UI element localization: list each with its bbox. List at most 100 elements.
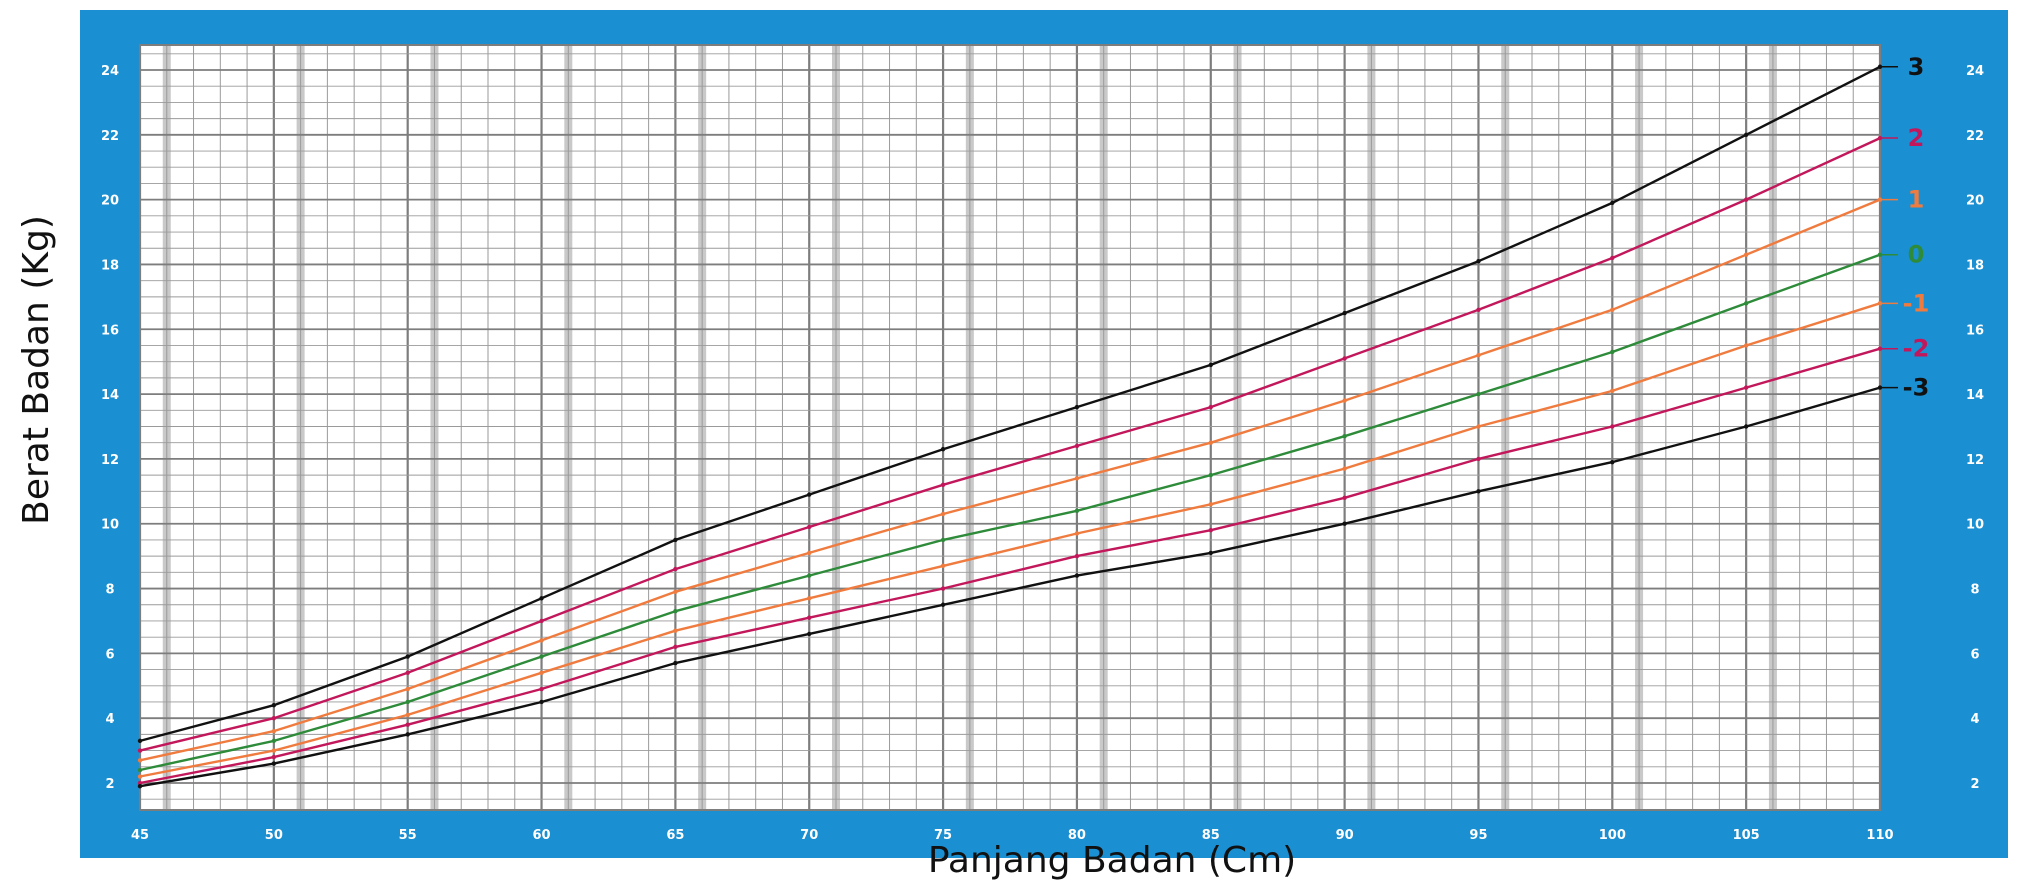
x-tick-label: 65: [666, 828, 684, 843]
series-label: 3: [1908, 53, 1925, 81]
data-point: [405, 722, 410, 727]
data-point: [807, 492, 812, 497]
data-point: [1610, 255, 1615, 261]
data-point: [1476, 259, 1481, 264]
series-label: 0: [1908, 241, 1925, 269]
y-tick-label-right: 4: [1970, 712, 1979, 727]
data-point: [1610, 349, 1615, 355]
data-point: [673, 660, 678, 666]
series-line-5: [139, 347, 1881, 785]
y-tick-label-right: 8: [1970, 583, 1979, 598]
data-point: [940, 537, 946, 543]
x-tick-label: 105: [1733, 828, 1760, 843]
data-point: [673, 589, 678, 594]
series-line-6: [139, 386, 1881, 788]
data-point: [1743, 343, 1749, 348]
series-line-1: [139, 137, 1881, 752]
data-point: [1743, 301, 1749, 306]
data-point: [539, 654, 544, 659]
data-point: [271, 728, 277, 734]
data-point: [405, 699, 410, 705]
x-axis-label: Panjang Badan (Cm): [928, 840, 1296, 880]
data-point: [539, 596, 544, 601]
data-point: [673, 537, 678, 543]
x-tick-label: 45: [131, 828, 149, 843]
x-tick-label: 80: [1068, 828, 1086, 843]
series-label: -2: [1903, 335, 1930, 363]
data-point: [405, 732, 410, 737]
data-point: [673, 644, 678, 650]
data-point: [1743, 385, 1749, 390]
data-point: [137, 784, 143, 789]
data-point: [539, 670, 544, 676]
x-tick-label: 95: [1469, 828, 1487, 843]
series-line-3: [139, 253, 1881, 772]
y-tick-label-left: 12: [101, 453, 119, 468]
data-point: [1342, 495, 1347, 500]
y-tick-label-left: 14: [101, 388, 119, 403]
y-tick-label-left: 4: [105, 712, 114, 727]
data-point: [539, 638, 544, 643]
y-tick-label-right: 14: [1966, 388, 1984, 403]
data-point: [137, 767, 143, 773]
chart-series: [137, 64, 1883, 789]
series-label: 2: [1908, 124, 1925, 152]
data-point: [137, 774, 143, 779]
chart-legend: 3 2 1 0 -1 -2 -3: [1880, 53, 1929, 402]
data-point: [1074, 508, 1080, 513]
data-point: [807, 631, 812, 637]
y-tick-label-right: 16: [1966, 323, 1984, 338]
data-point: [1476, 456, 1481, 462]
data-point: [1074, 553, 1080, 559]
data-point: [271, 715, 277, 721]
data-point: [940, 482, 946, 488]
y-tick-label-right: 24: [1966, 64, 1984, 79]
series-label: 1: [1908, 186, 1925, 214]
data-point: [807, 596, 812, 601]
data-point: [271, 738, 277, 744]
data-point: [1610, 200, 1615, 206]
x-tick-label: 55: [399, 828, 417, 843]
y-tick-label-left: 10: [101, 518, 119, 533]
data-point: [1074, 404, 1080, 410]
data-point: [271, 703, 277, 708]
data-point: [940, 446, 946, 452]
data-point: [1342, 521, 1347, 526]
data-point: [673, 566, 678, 572]
series-label: -1: [1903, 289, 1930, 317]
y-tick-label-left: 6: [105, 647, 114, 662]
data-point: [1208, 472, 1213, 478]
y-tick-label-right: 22: [1966, 129, 1984, 144]
data-point: [405, 670, 410, 676]
y-axis-label: Berat Badan (Kg): [16, 215, 57, 525]
data-point: [1476, 391, 1481, 397]
data-point: [1342, 356, 1347, 361]
y-tick-label-left: 16: [101, 323, 119, 338]
data-point: [1743, 252, 1749, 257]
data-point: [1610, 459, 1615, 465]
x-tick-label: 50: [265, 828, 283, 843]
y-tick-label-left: 24: [101, 64, 119, 79]
data-point: [1610, 388, 1615, 394]
data-point: [673, 609, 678, 614]
x-tick-label: 100: [1599, 828, 1626, 843]
data-point: [1208, 440, 1213, 445]
data-point: [405, 712, 410, 718]
data-point: [1610, 424, 1615, 429]
data-point: [1342, 310, 1347, 316]
data-point: [1476, 424, 1481, 429]
data-point: [1476, 489, 1481, 494]
data-point: [1743, 132, 1749, 138]
data-point: [940, 586, 946, 591]
y-tick-label-right: 18: [1966, 258, 1984, 273]
y-tick-label-left: 2: [105, 777, 114, 792]
x-tick-label: 60: [532, 828, 550, 843]
data-point: [1074, 443, 1080, 449]
data-point: [1743, 197, 1749, 202]
data-point: [1342, 434, 1347, 439]
y-tick-label-left: 20: [101, 194, 119, 209]
data-point: [539, 686, 544, 692]
data-point: [1208, 404, 1213, 410]
data-point: [807, 573, 812, 578]
